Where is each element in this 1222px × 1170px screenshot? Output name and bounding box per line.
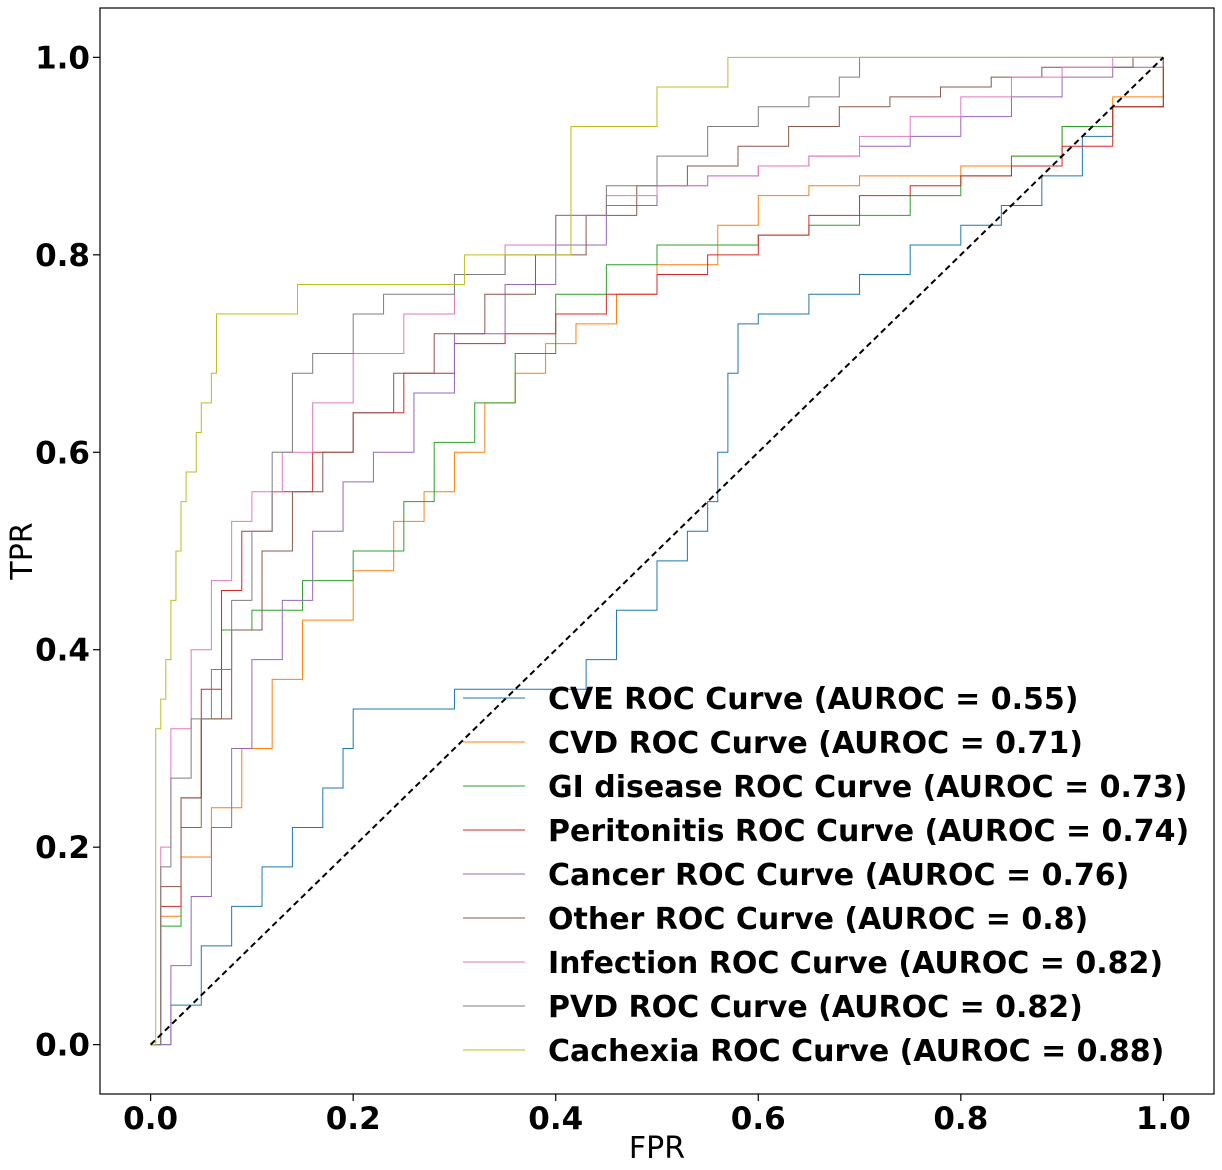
roc-series-line [150,57,1164,1046]
plot-area [149,56,1165,1046]
legend-label: GI disease ROC Curve (AUROC = 0.73) [548,770,1187,805]
roc-series-line [150,57,1164,1046]
plot-frame [99,7,1215,1095]
x-tick-label: 0.6 [731,1101,786,1137]
chance-diagonal-line [149,56,1165,1046]
axis-ticks: 0.0 0.2 0.4 0.6 0.8 1.0 0.0 0.2 0.4 0.6 0.8 1.0 [35,40,1191,1137]
legend-label: Other ROC Curve (AUROC = 0.8) [548,902,1088,937]
x-tick-label: 0.2 [326,1101,381,1137]
x-axis-label: FPR [629,1131,685,1166]
legend-label: Cachexia ROC Curve (AUROC = 0.88) [548,1034,1164,1069]
y-tick-label: 0.0 [35,1028,90,1064]
y-tick-label: 1.0 [35,40,90,76]
legend-label: CVD ROC Curve (AUROC = 0.71) [548,726,1083,761]
y-tick-label: 0.2 [35,830,90,866]
x-tick-label: 0.8 [933,1101,988,1137]
x-tick-label: 0.4 [528,1101,583,1137]
y-axis-label: TPR [5,522,40,580]
roc-series-line [150,57,1164,1046]
legend-label: Cancer ROC Curve (AUROC = 0.76) [548,858,1129,893]
roc-series-line [150,56,1164,1046]
roc-series-line [150,57,1164,1046]
legend-label: CVE ROC Curve (AUROC = 0.55) [548,682,1079,717]
y-tick-label: 0.6 [35,435,90,471]
legend-label: Peritonitis ROC Curve (AUROC = 0.74) [548,814,1189,849]
y-tick-label: 0.8 [35,238,90,274]
x-tick-label: 0.0 [123,1101,178,1137]
x-tick-label: 1.0 [1136,1101,1191,1137]
legend: CVE ROC Curve (AUROC = 0.55) CVD ROC Curv… [463,682,1189,1069]
roc-series-line [150,56,1164,1046]
legend-label: PVD ROC Curve (AUROC = 0.82) [548,990,1083,1025]
y-tick-label: 0.4 [35,633,90,669]
roc-series-line [150,56,1164,1046]
legend-label: Infection ROC Curve (AUROC = 0.82) [548,946,1163,981]
